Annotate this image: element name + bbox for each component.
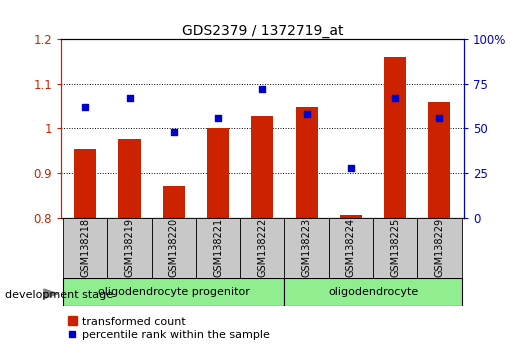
Bar xyxy=(373,218,417,278)
Text: GSM138218: GSM138218 xyxy=(81,218,90,277)
Title: GDS2379 / 1372719_at: GDS2379 / 1372719_at xyxy=(182,24,343,38)
Text: GSM138225: GSM138225 xyxy=(390,218,400,278)
Bar xyxy=(74,149,96,354)
Text: GSM138229: GSM138229 xyxy=(435,218,444,278)
Bar xyxy=(207,129,229,354)
Bar xyxy=(63,278,285,306)
Point xyxy=(391,95,400,101)
Bar xyxy=(163,186,185,354)
Bar xyxy=(285,218,329,278)
Bar xyxy=(63,218,108,278)
Bar xyxy=(329,218,373,278)
Point xyxy=(125,95,134,101)
Bar xyxy=(108,218,152,278)
Bar xyxy=(119,139,140,354)
Bar xyxy=(196,218,240,278)
Bar xyxy=(428,102,450,354)
Text: GSM138219: GSM138219 xyxy=(125,218,135,277)
Point xyxy=(435,115,444,120)
Legend: transformed count, percentile rank within the sample: transformed count, percentile rank withi… xyxy=(66,315,271,341)
Point xyxy=(214,115,222,120)
Bar xyxy=(384,57,406,354)
Bar xyxy=(251,116,273,354)
Bar xyxy=(240,218,285,278)
Point xyxy=(81,104,90,110)
Bar xyxy=(152,218,196,278)
Point xyxy=(303,111,311,117)
Point xyxy=(258,86,267,92)
Text: development stage: development stage xyxy=(5,290,113,299)
Bar xyxy=(340,215,362,354)
Text: GSM138223: GSM138223 xyxy=(302,218,312,278)
Polygon shape xyxy=(44,289,58,299)
Bar xyxy=(417,218,462,278)
Bar xyxy=(296,107,317,354)
Point xyxy=(170,129,178,135)
Text: GSM138222: GSM138222 xyxy=(258,218,267,278)
Text: oligodendrocyte progenitor: oligodendrocyte progenitor xyxy=(98,287,250,297)
Text: GSM138221: GSM138221 xyxy=(213,218,223,278)
Text: GSM138224: GSM138224 xyxy=(346,218,356,278)
Bar xyxy=(285,278,462,306)
Point xyxy=(347,165,355,171)
Text: GSM138220: GSM138220 xyxy=(169,218,179,278)
Text: oligodendrocyte: oligodendrocyte xyxy=(328,287,418,297)
